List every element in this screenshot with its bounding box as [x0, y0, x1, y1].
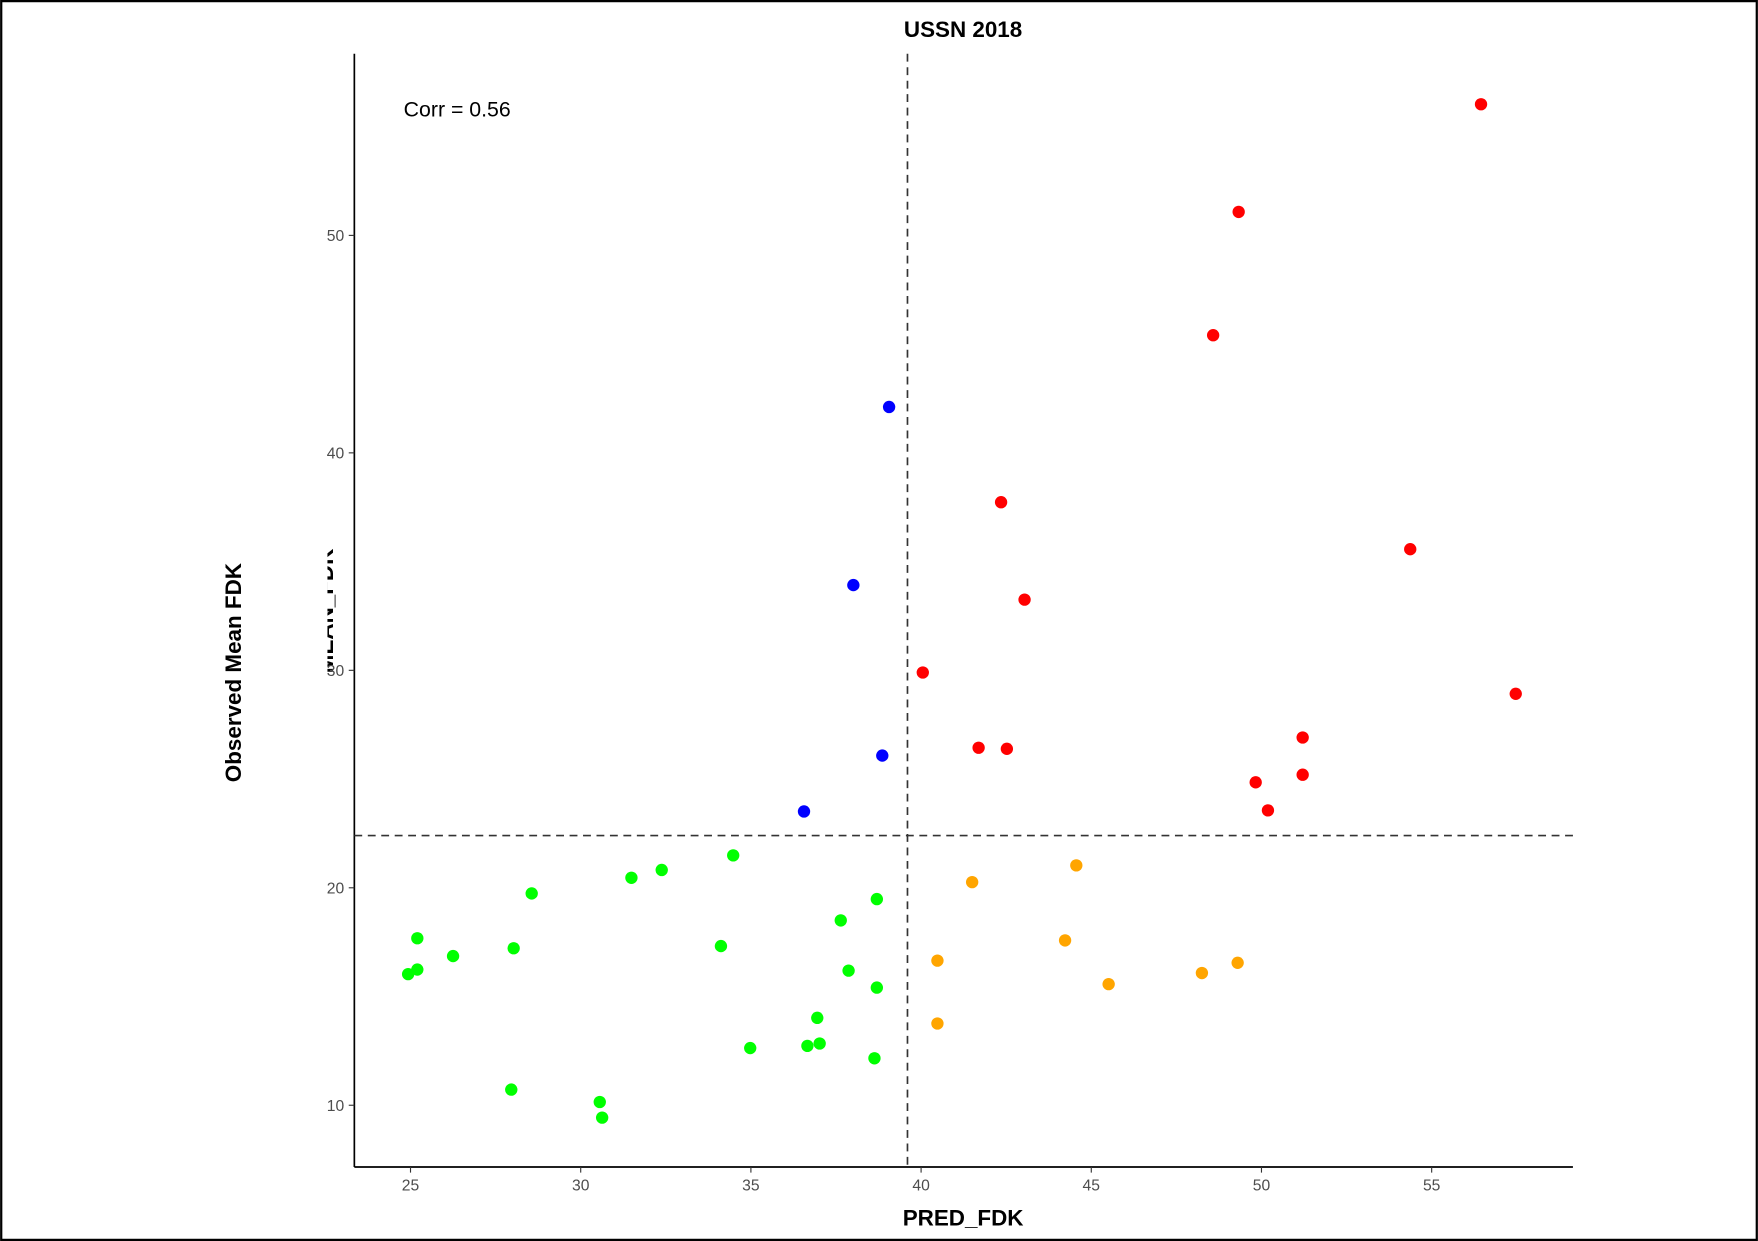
x-tick-label: 50	[1253, 1178, 1271, 1195]
point	[811, 1011, 824, 1024]
point	[801, 1039, 814, 1053]
point	[882, 400, 896, 414]
point	[847, 578, 860, 592]
point	[1070, 859, 1083, 872]
point	[446, 949, 460, 963]
point	[797, 805, 811, 818]
point	[1509, 687, 1522, 700]
x-tick-label: 45	[1083, 1178, 1101, 1195]
point	[507, 942, 520, 955]
point	[1404, 543, 1417, 556]
point	[1206, 329, 1220, 342]
point	[1261, 804, 1275, 817]
point	[931, 954, 944, 967]
point	[1474, 98, 1488, 111]
point	[411, 963, 424, 976]
y-axis-outer-label: Observed Mean FDK	[221, 563, 246, 782]
point	[972, 741, 985, 754]
point	[505, 1083, 518, 1096]
point	[744, 1041, 757, 1055]
y-tick-label: 10	[327, 1098, 345, 1115]
point	[401, 967, 415, 981]
point	[870, 892, 884, 906]
annotation: Corr = 0.56	[404, 98, 511, 122]
point	[1231, 956, 1244, 969]
point	[916, 666, 929, 679]
y-tick-label: 20	[327, 880, 345, 897]
point	[625, 871, 638, 884]
point	[834, 914, 847, 927]
point	[525, 887, 538, 900]
point	[870, 981, 884, 994]
point	[1058, 934, 1072, 947]
y-tick-label: 40	[327, 445, 345, 462]
chart-title: USSN 2018	[904, 17, 1022, 42]
point	[595, 1111, 609, 1124]
point	[714, 939, 728, 953]
point	[1232, 205, 1245, 219]
point	[842, 964, 855, 977]
point	[655, 863, 668, 877]
label-mask	[302, 526, 328, 696]
point	[1000, 742, 1014, 755]
x-tick-label: 40	[912, 1178, 930, 1195]
x-tick-label: 55	[1423, 1178, 1441, 1195]
point	[727, 849, 740, 862]
point	[1296, 768, 1309, 781]
point	[868, 1052, 881, 1065]
point	[876, 749, 889, 762]
point	[411, 932, 424, 945]
y-tick-label: 50	[327, 228, 345, 245]
x-tick-label: 30	[572, 1178, 590, 1195]
x-tick-label: 35	[742, 1178, 760, 1195]
point	[1102, 977, 1115, 991]
point	[1018, 593, 1031, 606]
point	[931, 1017, 944, 1030]
point	[1195, 966, 1209, 980]
point	[994, 496, 1008, 509]
point	[1249, 776, 1262, 789]
point	[813, 1037, 826, 1050]
point	[965, 875, 979, 889]
point	[593, 1095, 606, 1109]
y-tick-label: 30	[327, 663, 345, 680]
point	[1296, 731, 1309, 744]
x-tick-label: 25	[402, 1178, 420, 1195]
x-axis-label: PRED_FDK	[903, 1205, 1024, 1230]
